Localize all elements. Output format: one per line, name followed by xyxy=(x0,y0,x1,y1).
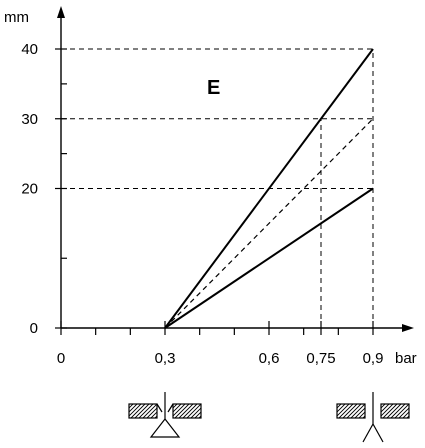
x-tick-label-2: 0,6 xyxy=(259,350,280,367)
y-tick-label-3: 40 xyxy=(21,41,38,58)
axis-ticks xyxy=(55,48,374,335)
x-tick-label-0: 0 xyxy=(57,350,65,367)
y-tick-label-2: 30 xyxy=(21,111,38,128)
x-tick-label-1: 0,3 xyxy=(155,350,176,367)
valve-closed-symbol xyxy=(128,392,202,438)
series-line-0 xyxy=(164,48,374,329)
x-tick-label-4: 0,9 xyxy=(363,350,384,367)
series-lines xyxy=(164,48,374,329)
valve-symbols xyxy=(128,392,410,443)
series-line-1 xyxy=(164,118,374,329)
y-axis-label: mm xyxy=(4,9,29,26)
valve-open-symbol xyxy=(336,392,410,443)
x-axis-label: bar xyxy=(395,350,417,367)
y-tick-label-1: 20 xyxy=(21,181,38,198)
x-tick-label-3: 0,75 xyxy=(306,350,335,367)
axes xyxy=(57,6,414,332)
panel-label: E xyxy=(207,77,220,99)
series-line-2 xyxy=(164,187,374,329)
y-tick-label-0: 0 xyxy=(30,320,38,337)
x-axis-arrow xyxy=(402,324,414,332)
y-axis-arrow xyxy=(57,6,65,18)
tick-labels: 0 0,3 0,6 0,75 0,9 0 20 30 40 xyxy=(21,41,383,367)
